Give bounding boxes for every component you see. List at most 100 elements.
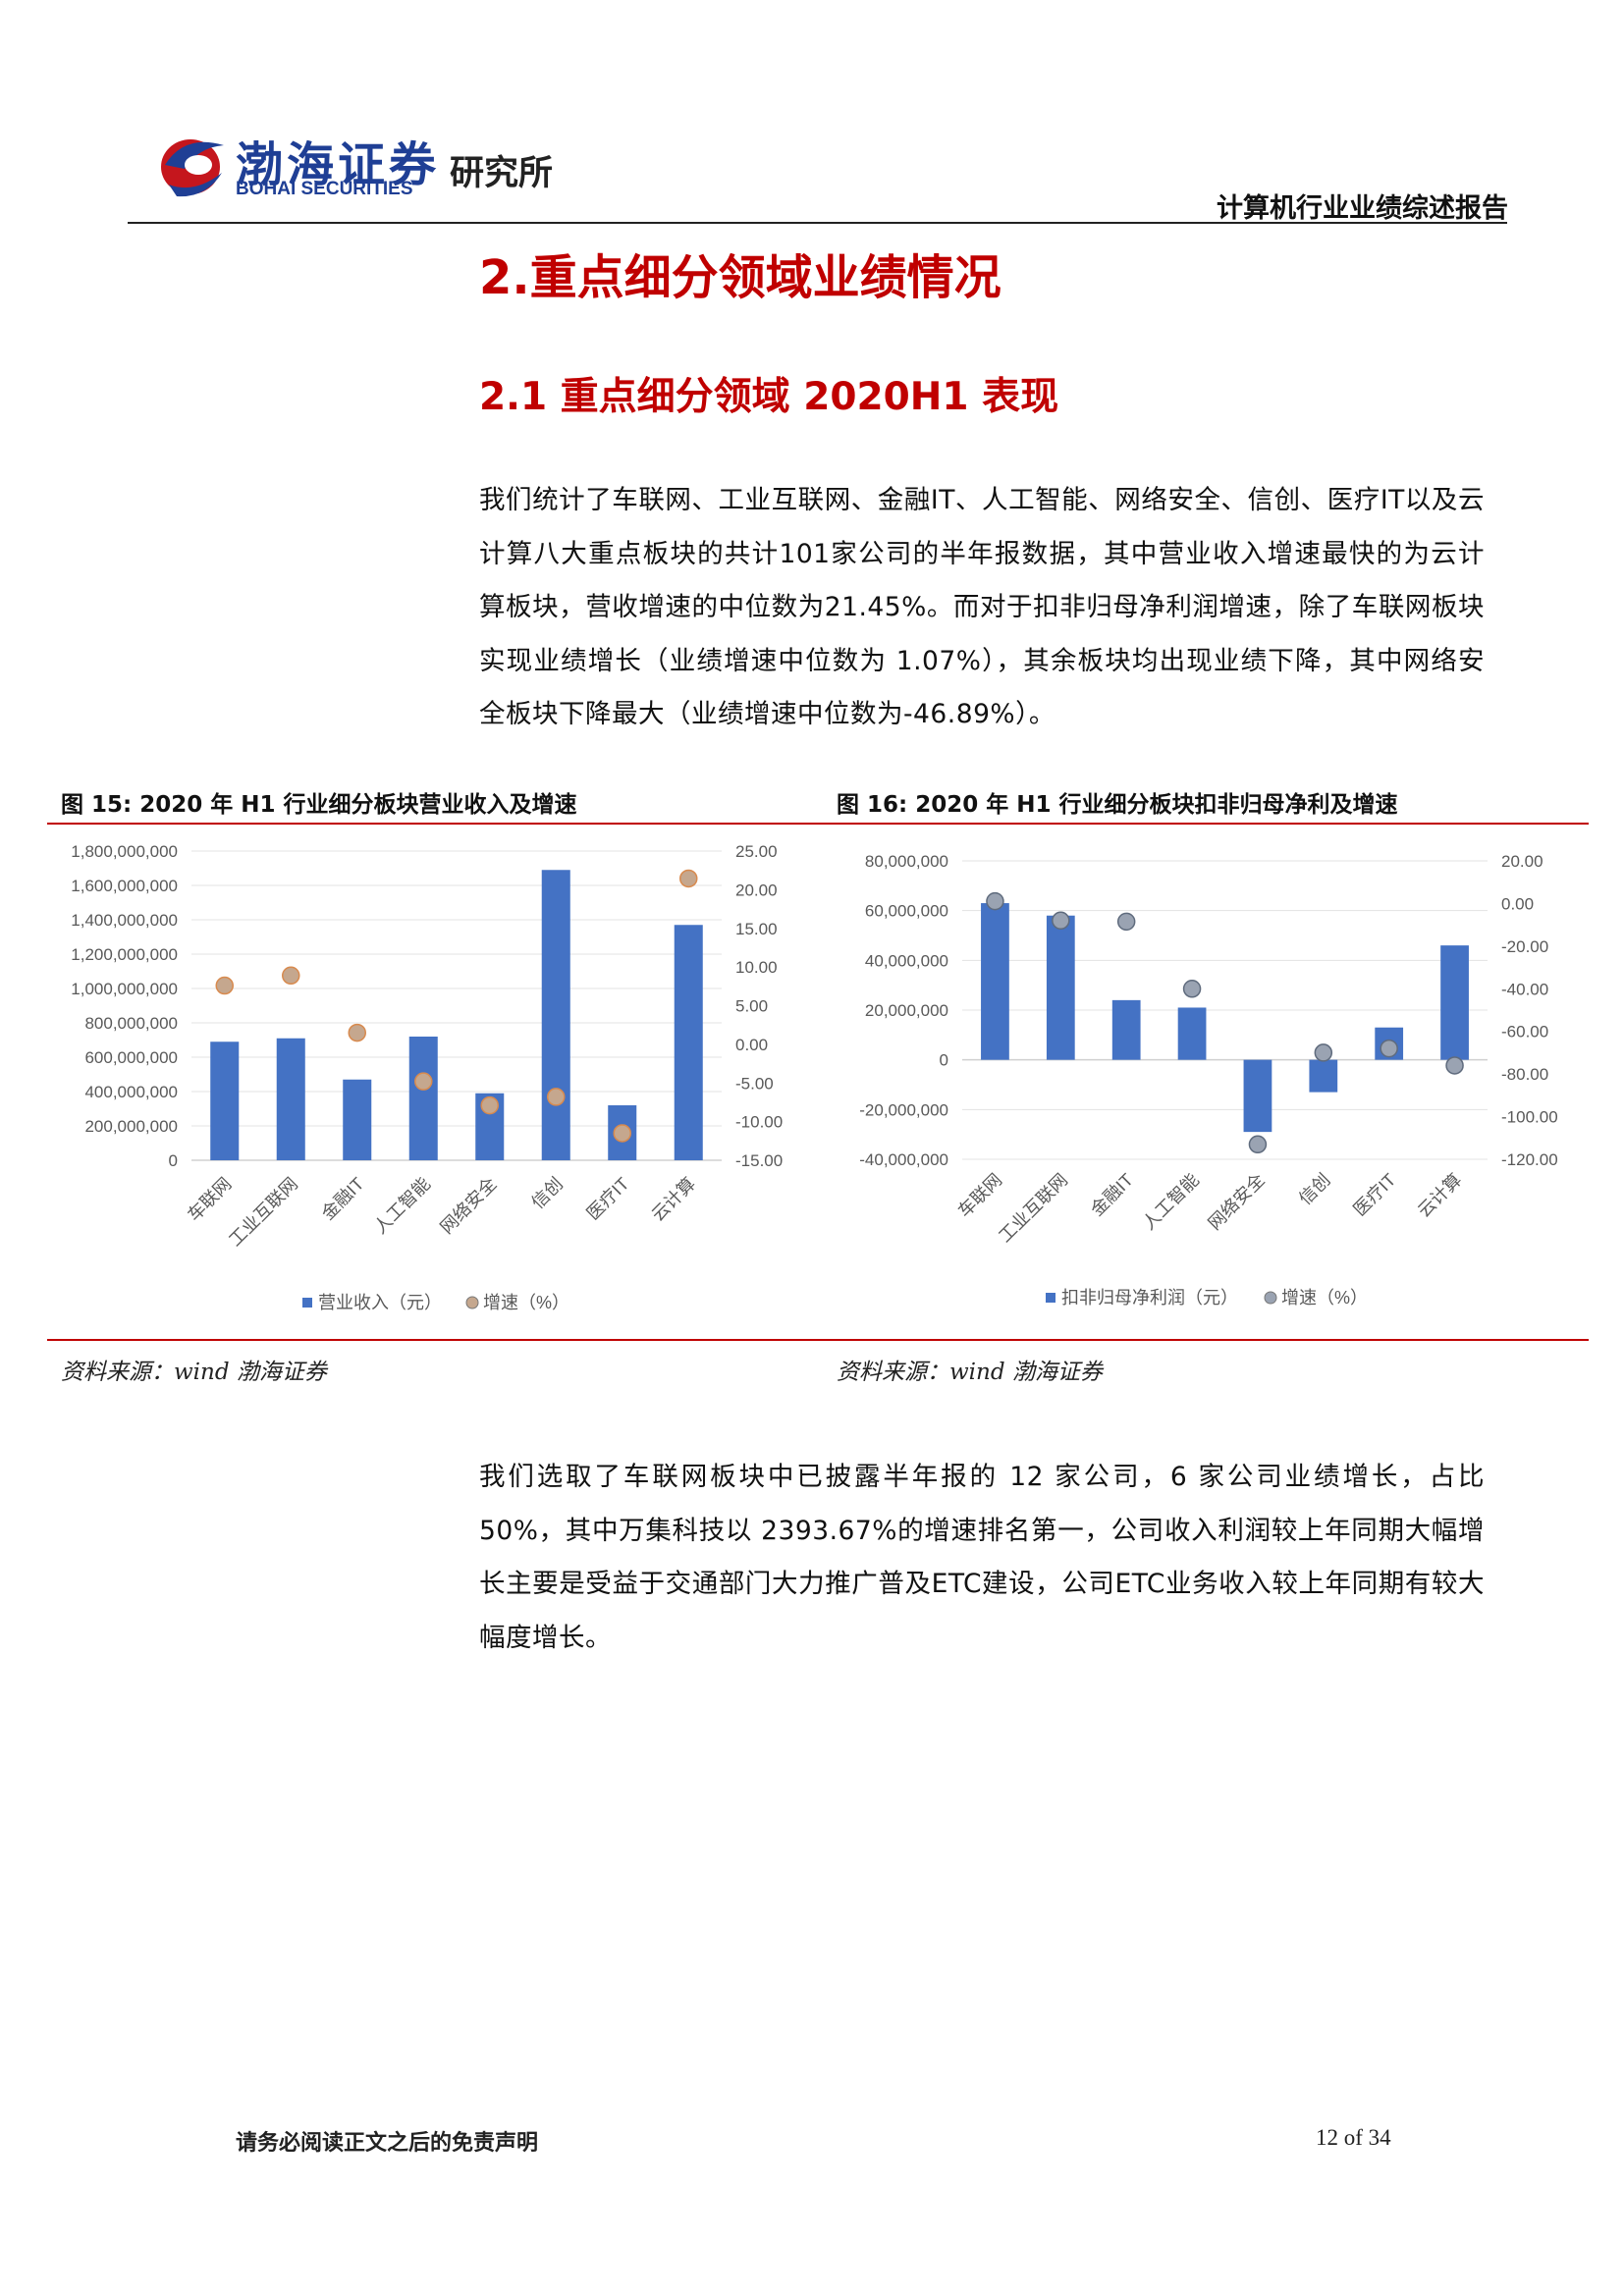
bar xyxy=(541,870,570,1160)
x-category-label: 人工智能 xyxy=(1139,1170,1203,1234)
bar xyxy=(1440,945,1469,1060)
growth-point xyxy=(613,1124,631,1143)
legend-dot-label: 增速（%） xyxy=(483,1293,569,1312)
y-left-tick-label: 1,200,000,000 xyxy=(71,945,178,964)
y-left-tick-label: 1,600,000,000 xyxy=(71,877,178,895)
header-divider xyxy=(128,222,1507,224)
bar xyxy=(1046,915,1075,1060)
subsection-heading: 2.1 重点细分领域 2020H1 表现 xyxy=(479,375,1059,419)
section-heading: 2.重点细分领域业绩情况 xyxy=(479,250,1001,305)
x-category-label: 工业互联网 xyxy=(995,1170,1071,1247)
body-paragraph-2: 我们选取了车联网板块中已披露半年报的 12 家公司，6 家公司业绩增长，占比50… xyxy=(479,1462,1485,1653)
x-category-label: 信创 xyxy=(527,1174,567,1213)
y-right-tick-label: -10.00 xyxy=(735,1113,783,1132)
growth-point xyxy=(1052,911,1070,931)
y-right-tick-label: 20.00 xyxy=(1501,852,1543,871)
logo-english-name: BOHAI SECURITIES xyxy=(236,179,413,199)
x-category-label: 信创 xyxy=(1295,1170,1334,1209)
figure-15-source: 资料来源：wind 渤海证券 xyxy=(61,1360,327,1385)
y-left-tick-label: 600,000,000 xyxy=(84,1048,178,1067)
legend-bar-label: 营业收入（元） xyxy=(318,1293,442,1312)
growth-point xyxy=(282,966,300,986)
y-right-tick-label: 10.00 xyxy=(735,958,778,977)
y-right-tick-label: 20.00 xyxy=(735,881,778,899)
x-category-label: 金融IT xyxy=(1087,1170,1137,1220)
bar xyxy=(674,925,703,1160)
x-category-label: 车联网 xyxy=(184,1174,235,1225)
y-right-tick-label: -15.00 xyxy=(735,1151,783,1170)
growth-point xyxy=(348,1023,366,1042)
growth-point xyxy=(986,891,1004,911)
logo-chinese-name: 渤海证券 xyxy=(236,137,441,192)
bar xyxy=(1243,1059,1272,1133)
x-category-label: 云计算 xyxy=(648,1174,699,1225)
figure-16-source: 资料来源：wind 渤海证券 xyxy=(837,1360,1103,1385)
y-left-tick-label: 400,000,000 xyxy=(84,1083,178,1101)
y-left-tick-label: 1,400,000,000 xyxy=(71,911,178,930)
y-right-tick-label: -80.00 xyxy=(1501,1065,1548,1084)
growth-point xyxy=(215,976,234,995)
y-left-tick-label: -20,000,000 xyxy=(859,1100,948,1119)
y-left-tick-label: 0 xyxy=(169,1151,178,1170)
growth-point xyxy=(1314,1043,1333,1062)
net-profit-growth-chart: 80,000,000 60,000,000 40,000,000 20,000,000… xyxy=(859,852,1558,1308)
y-right-tick-label: 5.00 xyxy=(735,997,768,1016)
y-left-tick-label: 1,800,000,000 xyxy=(71,842,178,861)
x-category-label: 人工智能 xyxy=(370,1174,434,1238)
x-category-label: 医疗IT xyxy=(583,1174,633,1224)
bohai-logo-icon xyxy=(161,139,224,197)
y-left-tick-label: 0 xyxy=(940,1051,948,1070)
y-left-tick-label: 80,000,000 xyxy=(865,852,948,871)
x-category-label: 云计算 xyxy=(1414,1170,1465,1221)
bar xyxy=(981,903,1009,1060)
legend-dot-label: 增速（%） xyxy=(1281,1288,1368,1308)
y-left-tick-label: 20,000,000 xyxy=(865,1001,948,1020)
y-left-tick-label: 800,000,000 xyxy=(84,1014,178,1033)
growth-point xyxy=(1380,1039,1398,1058)
growth-point xyxy=(547,1088,566,1106)
figure-top-rule xyxy=(47,823,1589,825)
y-left-tick-label: 40,000,000 xyxy=(865,951,948,970)
bar xyxy=(276,1038,305,1160)
report-title: 计算机行业业绩综述报告 xyxy=(1217,193,1508,224)
legend-bar-swatch xyxy=(1046,1293,1056,1303)
legend-dot-swatch xyxy=(1264,1291,1277,1305)
footer-disclaimer: 请务必阅读正文之后的免责声明 xyxy=(236,2130,539,2156)
y-right-tick-label: 0.00 xyxy=(1501,894,1534,913)
y-right-tick-label: -40.00 xyxy=(1501,980,1548,998)
figure-15-caption: 图 15: 2020 年 H1 行业细分板块营业收入及增速 xyxy=(61,792,577,818)
y-left-tick-label: 60,000,000 xyxy=(865,902,948,921)
y-right-tick-label: -5.00 xyxy=(735,1074,774,1093)
growth-point xyxy=(1116,912,1136,932)
x-category-label: 工业互联网 xyxy=(225,1174,301,1251)
y-left-tick-label: 200,000,000 xyxy=(84,1117,178,1136)
y-right-tick-label: -60.00 xyxy=(1501,1023,1548,1041)
y-left-tick-label: 1,000,000,000 xyxy=(71,980,178,998)
y-left-tick-label: -40,000,000 xyxy=(859,1150,948,1169)
bar xyxy=(210,1041,240,1160)
growth-point xyxy=(1248,1135,1268,1154)
y-right-tick-label: -100.00 xyxy=(1501,1108,1558,1127)
bar xyxy=(408,1037,438,1160)
y-right-tick-label: -120.00 xyxy=(1501,1150,1558,1169)
x-category-label: 医疗IT xyxy=(1350,1170,1400,1220)
revenue-growth-chart: 1,800,000,000 1,600,000,000 1,400,000,000 1… xyxy=(71,842,783,1312)
growth-point xyxy=(1445,1056,1464,1075)
x-category-label: 网络安全 xyxy=(1205,1170,1269,1234)
growth-point xyxy=(414,1072,433,1091)
legend-dot-swatch xyxy=(465,1296,479,1309)
y-right-tick-label: 0.00 xyxy=(735,1036,768,1054)
legend-bar-label: 扣非归母净利润（元） xyxy=(1061,1288,1238,1308)
bar xyxy=(343,1079,372,1160)
legend-bar-swatch xyxy=(302,1298,312,1308)
x-category-label: 车联网 xyxy=(954,1170,1005,1221)
x-category-label: 网络安全 xyxy=(437,1174,501,1238)
bar xyxy=(1309,1059,1338,1093)
growth-point xyxy=(1182,980,1202,998)
bar xyxy=(1177,1007,1207,1060)
bar xyxy=(1111,999,1141,1060)
y-right-tick-label: -20.00 xyxy=(1501,937,1548,956)
growth-point xyxy=(679,869,698,888)
y-right-tick-label: 25.00 xyxy=(735,842,778,861)
figure-bottom-rule xyxy=(47,1339,1589,1341)
